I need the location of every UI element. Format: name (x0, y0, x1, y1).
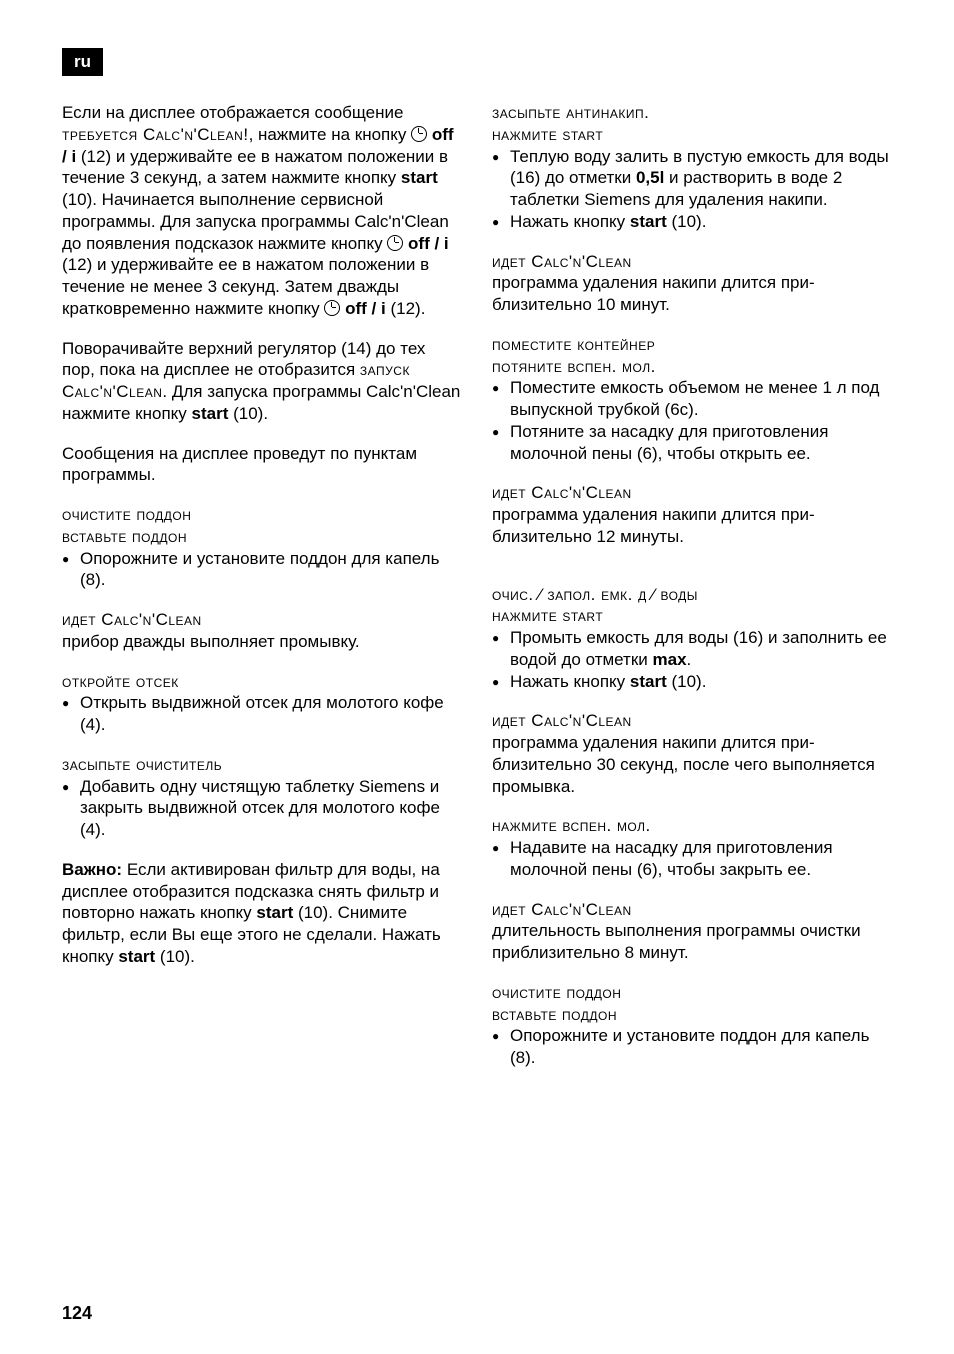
instruction-block: засыпьте антинакип. нажмите start Теплую… (492, 102, 892, 233)
text-bold: start (630, 672, 667, 691)
instruction-block: идет Calc'n'Clean программа удаления нак… (492, 251, 892, 316)
text: Промыть емкость для воды (16) и заполнит… (510, 628, 887, 669)
bullet-list: Добавить одну чистящую таблетку Siemens … (62, 776, 462, 841)
heading-smallcaps: очистите поддон (62, 504, 462, 526)
clock-icon (411, 126, 427, 142)
text: . (687, 650, 692, 669)
text-bold: start (401, 168, 438, 187)
heading-smallcaps: нажмите вспен. мол. (492, 815, 892, 837)
instruction-block: идет Calc'n'Clean программа удаления нак… (492, 482, 892, 547)
text-bold: start (630, 212, 667, 231)
heading-smallcaps: нажмите start (492, 605, 892, 627)
list-item: Добавить одну чистящую таблетку Siemens … (80, 776, 462, 841)
text: программа удаления накипи длится при­бли… (492, 732, 892, 797)
left-column: Если на дисплее отображается сообще­ние … (62, 102, 462, 1087)
text: программа удаления накипи длится при­бли… (492, 272, 892, 316)
heading-smallcaps: засыпьте антинакип. (492, 102, 892, 124)
text-bold: start (118, 947, 155, 966)
instruction-block: очистите поддон вставьте поддон Опорожни… (492, 982, 892, 1069)
text: Если на дисплее отображается сообще­ние (62, 103, 403, 122)
clock-icon (324, 300, 340, 316)
text: (12) и удерживайте ее в нажатом положени… (62, 147, 448, 188)
heading-smallcaps: нажмите start (492, 124, 892, 146)
heading-smallcaps: откройте отсек (62, 671, 462, 693)
instruction-block: откройте отсек Открыть выдвижной отсек д… (62, 671, 462, 736)
heading-smallcaps: идет Calc'n'Clean (492, 710, 892, 732)
list-item: Промыть емкость для воды (16) и заполнит… (510, 627, 892, 671)
bullet-list: Поместите емкость объемом не менее 1 л п… (492, 377, 892, 464)
heading-smallcaps: очистите поддон (492, 982, 892, 1004)
heading-smallcaps: идет Calc'n'Clean (62, 609, 462, 631)
bullet-list: Открыть выдвижной отсек для молотого коф… (62, 692, 462, 736)
text: программа удаления накипи длится при­бли… (492, 504, 892, 548)
text-bold: max (653, 650, 687, 669)
text-smallcaps: требуется Calc'n'Clean! (62, 125, 249, 144)
text-bold: off / i (408, 234, 449, 253)
text: Нажать кнопку (510, 212, 630, 231)
heading-smallcaps: идет Calc'n'Clean (492, 482, 892, 504)
bullet-list: Опорожните и установите поддон для капел… (62, 548, 462, 592)
text: (10). (228, 404, 268, 423)
bullet-list: Промыть емкость для воды (16) и заполнит… (492, 627, 892, 692)
list-item: Нажать кнопку start (10). (510, 211, 892, 233)
instruction-block: идет Calc'n'Clean прибор дважды выполняе… (62, 609, 462, 653)
text: (10). (667, 212, 707, 231)
heading-smallcaps: поместите контейнер (492, 334, 892, 356)
list-item: Поместите емкость объемом не менее 1 л п… (510, 377, 892, 421)
manual-page: ru Если на дисплее отображается сообще­н… (0, 0, 954, 1354)
instruction-block: очис. ⁄ запол. емк. д ⁄ воды нажмите sta… (492, 584, 892, 693)
instruction-block: нажмите вспен. мол. Надавите на насадку … (492, 815, 892, 880)
clock-icon (387, 235, 403, 251)
heading-smallcaps: идет Calc'n'Clean (492, 899, 892, 921)
instruction-block: поместите контейнер потяните вспен. мол.… (492, 334, 892, 465)
heading-smallcaps: вставьте поддон (62, 526, 462, 548)
text: длительность выполнения программы очистк… (492, 920, 892, 964)
paragraph: Если на дисплее отображается сообще­ние … (62, 102, 462, 320)
text-bold: 0,5l (636, 168, 664, 187)
heading-smallcaps: идет Calc'n'Clean (492, 251, 892, 273)
instruction-block: очистите поддон вставьте поддон Опорожни… (62, 504, 462, 591)
heading-smallcaps: вставьте поддон (492, 1004, 892, 1026)
text: (10). (667, 672, 707, 691)
heading-smallcaps: засыпьте очиститель (62, 754, 462, 776)
list-item: Открыть выдвижной отсек для молотого коф… (80, 692, 462, 736)
bullet-list: Опорожните и установите поддон для капел… (492, 1025, 892, 1069)
right-column: засыпьте антинакип. нажмите start Теплую… (492, 102, 892, 1087)
text: прибор дважды выполняет промывку. (62, 631, 462, 653)
heading-smallcaps: потяните вспен. мол. (492, 356, 892, 378)
bullet-list: Надавите на насадку для приготовления мо… (492, 837, 892, 881)
list-item: Опорожните и установите поддон для капел… (80, 548, 462, 592)
paragraph: Поворачивайте верхний регулятор (14) до … (62, 338, 462, 425)
page-number: 124 (62, 1303, 92, 1324)
text-bold: off / i (345, 299, 386, 318)
instruction-block: засыпьте очиститель Добавить одну чистящ… (62, 754, 462, 841)
list-item: Теплую воду залить в пустую емкость для … (510, 146, 892, 211)
content-columns: Если на дисплее отображается сообще­ние … (62, 102, 892, 1087)
text-bold: start (192, 404, 229, 423)
text-bold: Важно: (62, 860, 122, 879)
instruction-block: идет Calc'n'Clean длительность выполнени… (492, 899, 892, 964)
instruction-block: идет Calc'n'Clean программа удаления нак… (492, 710, 892, 797)
text: (12). (386, 299, 426, 318)
text: , нажмите на кнопку (249, 125, 412, 144)
paragraph: Важно: Если активирован фильтр для воды,… (62, 859, 462, 968)
list-item: Опорожните и установите поддон для капел… (510, 1025, 892, 1069)
heading-smallcaps: очис. ⁄ запол. емк. д ⁄ воды (492, 584, 892, 606)
language-badge: ru (62, 48, 103, 76)
text: Нажать кнопку (510, 672, 630, 691)
paragraph: Сообщения на дисплее проведут по пунктам… (62, 443, 462, 487)
bullet-list: Теплую воду залить в пустую емкость для … (492, 146, 892, 233)
text: (10). (155, 947, 195, 966)
list-item: Надавите на насадку для приготовления мо… (510, 837, 892, 881)
list-item: Нажать кнопку start (10). (510, 671, 892, 693)
list-item: Потяните за насадку для приготовления мо… (510, 421, 892, 465)
text-bold: start (256, 903, 293, 922)
